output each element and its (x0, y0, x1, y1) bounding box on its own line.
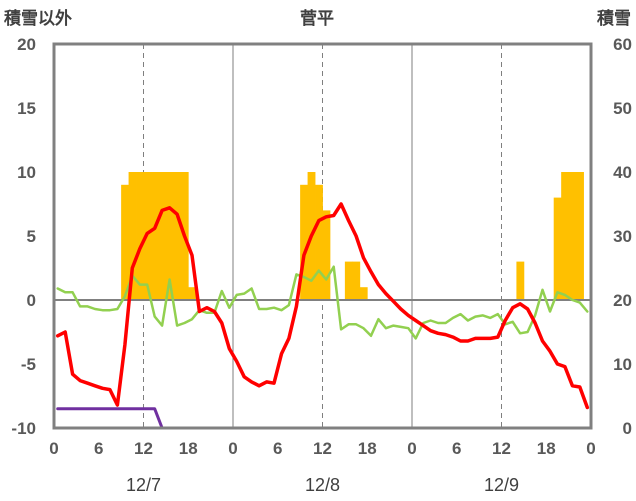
x-tick-label: 12 (134, 439, 153, 458)
y-tick-label-left: 10 (17, 163, 36, 182)
x-tick-label: 0 (407, 439, 416, 458)
y-tick-label-left: 5 (27, 227, 36, 246)
x-tick-label: 18 (179, 439, 198, 458)
y-axis-label-left: 積雪以外 (4, 8, 72, 28)
bar (136, 172, 144, 300)
x-tick-label: 6 (273, 439, 282, 458)
y-tick-label-right: 10 (613, 355, 632, 374)
x-tick-label: 0 (49, 439, 58, 458)
y-tick-label-left: 15 (17, 99, 36, 118)
date-label: 12/9 (484, 475, 519, 495)
y-tick-label-left: -10 (11, 419, 36, 438)
y-tick-label-right: 60 (613, 35, 632, 54)
bar (300, 184, 308, 300)
bar (121, 184, 129, 300)
date-label: 12/8 (305, 475, 340, 495)
bar (158, 172, 167, 300)
bar (165, 172, 174, 300)
bar (553, 197, 562, 300)
bar (150, 172, 159, 300)
bar-series (121, 172, 584, 300)
y-tick-label-right: 20 (613, 291, 632, 310)
bar (352, 261, 361, 300)
date-label: 12/7 (126, 475, 161, 495)
bar (322, 210, 331, 300)
y-tick-label-left: 20 (17, 35, 36, 54)
bar (173, 172, 182, 300)
bar (315, 184, 323, 300)
chart-title: 菅平 (300, 9, 334, 28)
x-tick-label: 6 (452, 439, 461, 458)
bar (128, 172, 137, 300)
x-tick-label: 12 (492, 439, 511, 458)
y-tick-label-left: 0 (27, 291, 36, 310)
bar (576, 172, 584, 300)
x-tick-label: 6 (94, 439, 103, 458)
y-tick-label-left: -5 (21, 355, 36, 374)
y-tick-label-right: 50 (613, 99, 632, 118)
bar (188, 287, 197, 300)
bar (344, 261, 353, 300)
y-tick-label-right: 0 (623, 419, 632, 438)
bar (561, 172, 570, 300)
plot-frame (52, 42, 593, 430)
bar (568, 172, 577, 300)
x-tick-label: 0 (228, 439, 237, 458)
y-axis-label-right: 積雪 (597, 8, 631, 28)
y-tick-label-right: 40 (613, 163, 632, 182)
bar (516, 261, 525, 300)
x-tick-label: 0 (586, 439, 595, 458)
bar (359, 287, 368, 300)
x-tick-label: 18 (358, 439, 377, 458)
x-tick-label: 12 (313, 439, 332, 458)
red-line-series (55, 202, 590, 410)
green-line-series (56, 265, 589, 340)
x-tick-label: 18 (537, 439, 556, 458)
y-tick-label-right: 30 (613, 227, 632, 246)
